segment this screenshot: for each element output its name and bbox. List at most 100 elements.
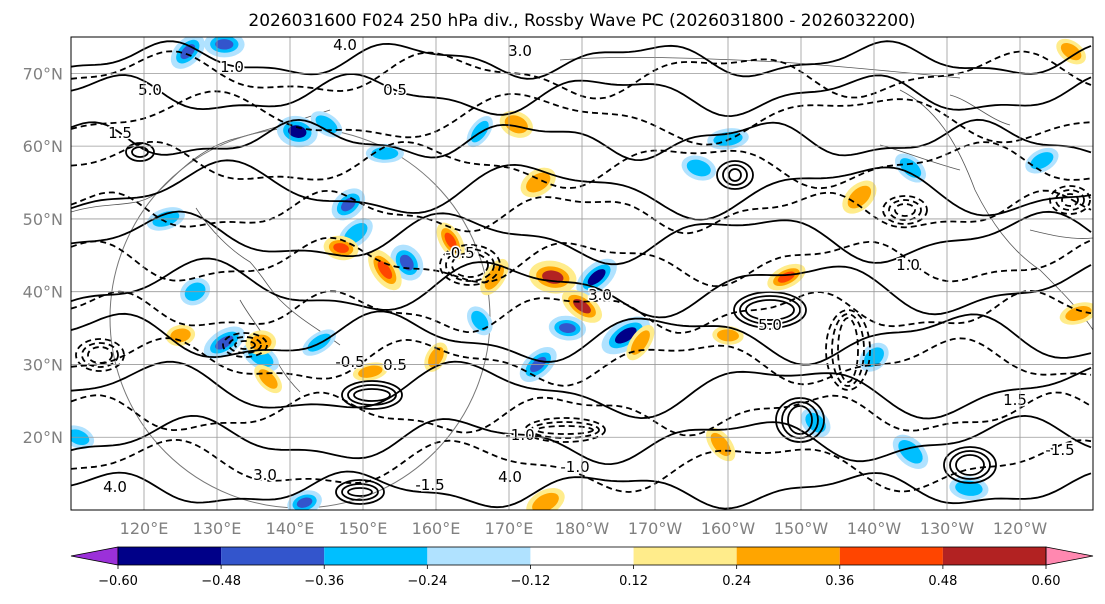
- lon-tick-label: 180°W: [555, 519, 610, 538]
- divergence-blob: [576, 258, 617, 296]
- blob-mid: [1060, 42, 1082, 61]
- blob-core: [615, 327, 637, 344]
- blob-core: [377, 260, 393, 279]
- colorbar-segment: [324, 547, 428, 565]
- blob-core: [296, 497, 313, 508]
- closed-contour: [536, 425, 594, 435]
- blob-mid: [1030, 152, 1054, 170]
- closed-contour: [524, 417, 606, 443]
- colorbar-tick-label: −0.48: [201, 574, 241, 589]
- lon-tick-label: 160°E: [412, 519, 461, 538]
- contour-label: 0.5: [383, 81, 407, 99]
- coastline: [559, 56, 961, 79]
- colorbar: −0.60 −0.48 −0.36 −0.24 −0.12 0.12 0.24 0.36 0.4…: [70, 546, 1094, 589]
- positive-contour: [71, 210, 1092, 266]
- closed-contour: [775, 397, 825, 443]
- blob-core: [444, 232, 457, 249]
- divergence-blob: [529, 260, 577, 294]
- divergence-blob: [254, 364, 282, 394]
- closed-contour: [825, 309, 871, 391]
- positive-contour: [71, 159, 1092, 221]
- blob-mid: [504, 115, 528, 134]
- divergence-blob: [323, 235, 359, 261]
- colorbar-extend-min: [70, 546, 119, 566]
- closed-contour: [234, 340, 256, 350]
- blob-mid: [471, 310, 489, 331]
- coastline: [879, 144, 961, 171]
- colorbar-tick-label: −0.60: [98, 574, 138, 589]
- closed-contour: [787, 405, 813, 435]
- divergence-blob: [499, 110, 533, 138]
- colorbar-tick-label: 0.60: [1032, 574, 1061, 589]
- lat-tick-label: 50°N: [23, 210, 63, 229]
- blob-core: [215, 335, 234, 350]
- contour-label: 4.0: [333, 36, 357, 54]
- blob-mid: [470, 120, 489, 143]
- closed-contour: [131, 146, 149, 158]
- closed-contour: [728, 168, 742, 182]
- closed-contour: [347, 487, 373, 497]
- contour-label: 3.0: [588, 286, 612, 304]
- closed-contour: [745, 299, 795, 321]
- blob-core: [399, 254, 414, 271]
- lat-tick-label: 70°N: [23, 64, 63, 83]
- closed-contour: [888, 199, 922, 221]
- closed-contour: [451, 252, 489, 278]
- divergence-blob: [1056, 38, 1086, 65]
- colorbar-tick-label: −0.36: [304, 574, 344, 589]
- divergence-blob: [1059, 302, 1093, 325]
- negative-contour: [71, 236, 1092, 288]
- contour-label: 4.0: [103, 478, 127, 496]
- closed-contour: [837, 317, 859, 383]
- closed-contour: [125, 142, 155, 162]
- divergence-blob: [365, 143, 404, 163]
- colorbar-segment: [118, 547, 222, 565]
- closed-contour: [445, 248, 495, 282]
- contour-label: 3.0: [508, 42, 532, 60]
- divergence-blob: [548, 315, 587, 341]
- blob-core: [587, 269, 606, 286]
- blob-mid: [686, 159, 711, 177]
- negative-contour: [71, 50, 1092, 100]
- contour-label: 1.0: [220, 58, 244, 76]
- closed-contour: [894, 203, 916, 217]
- colorbar-segment: [427, 547, 531, 565]
- blob-mid: [258, 369, 278, 389]
- map-frame: [70, 36, 1094, 511]
- lon-tick-label: 150°E: [339, 519, 388, 538]
- divergence-blob: [352, 362, 388, 382]
- divergence-blob: [520, 167, 556, 198]
- colorbar-tick-label: 0.24: [722, 574, 751, 589]
- divergence-blob: [892, 434, 929, 469]
- negative-contour: [71, 289, 1092, 334]
- colorbar-extend-max: [1045, 546, 1094, 566]
- contour-label: 3.0: [253, 466, 277, 484]
- closed-contour: [1061, 193, 1079, 207]
- coastline: [195, 207, 341, 346]
- closed-contour: [341, 380, 403, 410]
- contour-label: -1.5: [1045, 441, 1074, 459]
- colorbar-segment: [221, 547, 325, 565]
- blob-mid: [371, 147, 399, 160]
- blob-mid: [358, 365, 383, 378]
- colorbar-tick-label: 0.48: [928, 574, 957, 589]
- blob-mid: [847, 185, 872, 209]
- closed-contour: [335, 479, 385, 505]
- colorbar-segment: [633, 547, 737, 565]
- blob-mid: [898, 440, 923, 464]
- closed-contour: [81, 342, 119, 368]
- negative-contour: [71, 337, 1092, 387]
- blob-mid: [170, 328, 191, 343]
- closed-contour: [716, 160, 754, 190]
- contour-label: -0.5: [445, 244, 474, 262]
- lat-tick-label: 60°N: [23, 137, 63, 156]
- lat-tick-label: 20°N: [23, 428, 63, 447]
- closed-contour: [87, 346, 113, 364]
- lon-tick-label: 120°W: [993, 519, 1048, 538]
- closed-contour: [882, 195, 928, 225]
- positive-contour: [71, 470, 1092, 510]
- closed-contour: [353, 388, 391, 402]
- colorbar-segment: [942, 547, 1046, 565]
- negative-contour: [71, 391, 1092, 437]
